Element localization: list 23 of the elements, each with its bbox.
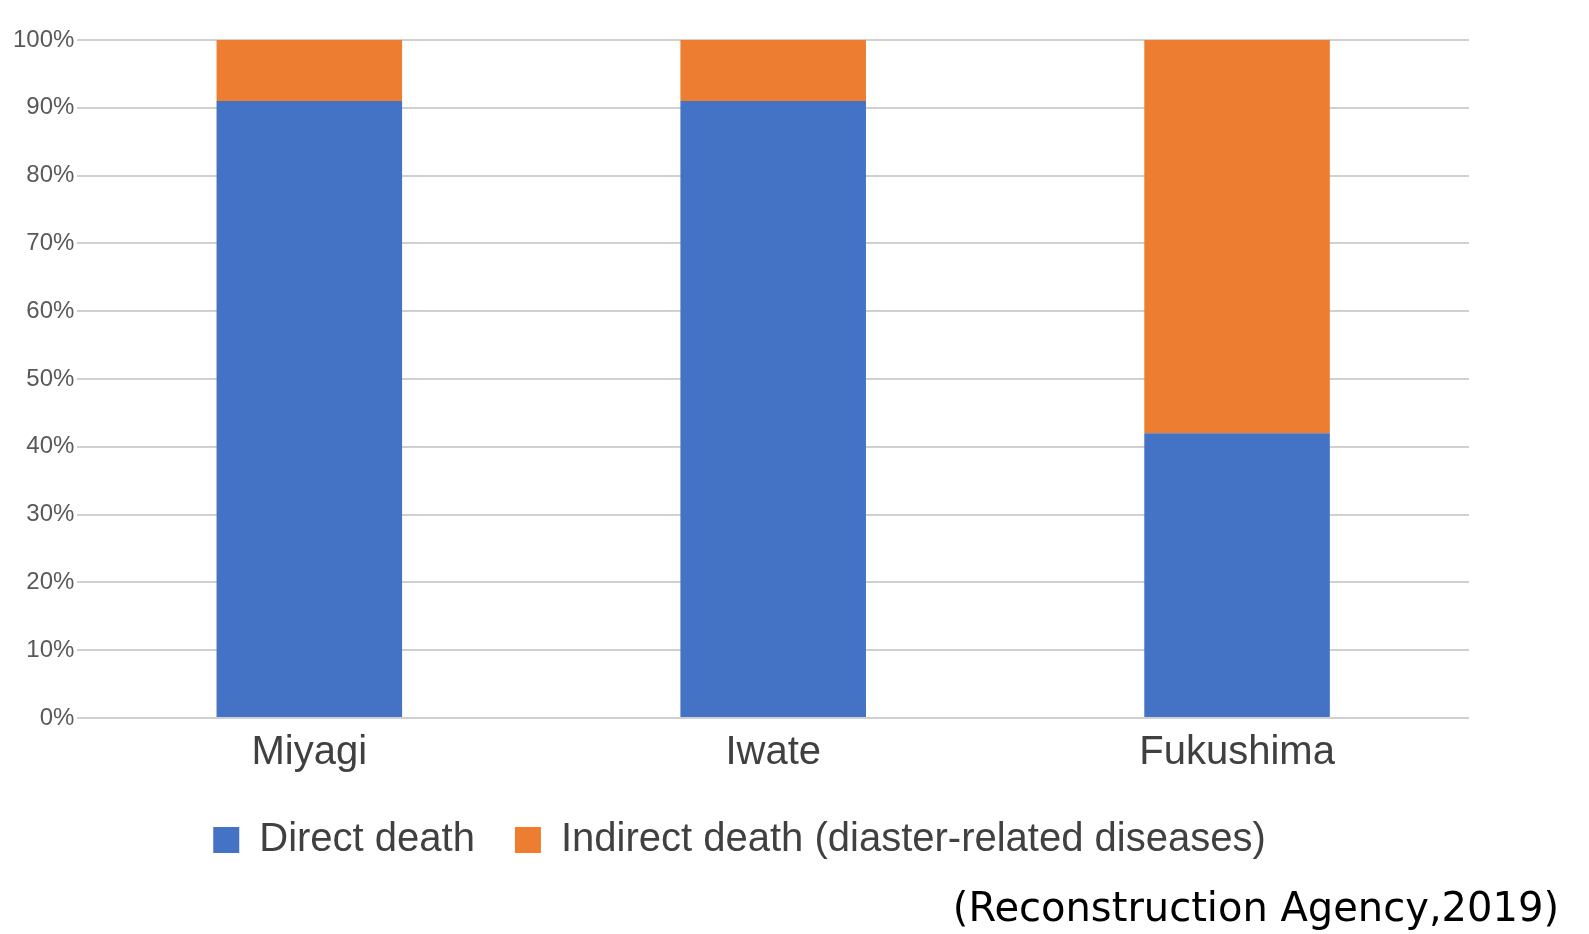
y-tick-label: 90% <box>26 92 75 120</box>
x-tick-label: Miyagi <box>251 728 368 773</box>
x-tick-label: Iwate <box>725 728 821 773</box>
y-tick-label: 0% <box>39 702 75 730</box>
legend-label: Direct death <box>259 815 475 860</box>
bar <box>216 101 403 717</box>
y-tick-label: 60% <box>26 295 75 323</box>
y-tick-label: 20% <box>26 567 75 595</box>
y-tick-label: 40% <box>26 431 75 459</box>
x-tick-label: Fukushima <box>1139 728 1336 773</box>
y-tick-label: 50% <box>26 363 75 391</box>
legend-label: Indirect death (diaster-related diseases) <box>560 815 1266 860</box>
bar <box>680 40 866 102</box>
y-tick-label: 30% <box>26 499 75 527</box>
bar <box>680 101 866 717</box>
y-tick-label: 10% <box>26 634 75 662</box>
y-tick-label: 80% <box>26 160 75 188</box>
bar <box>216 40 403 102</box>
text: (Reconstruction Agency,2019) <box>952 884 1559 930</box>
y-tick-label: 70% <box>26 228 75 256</box>
y-tick-label: 100% <box>12 24 75 52</box>
bar <box>1144 433 1330 717</box>
bar <box>1144 40 1330 434</box>
